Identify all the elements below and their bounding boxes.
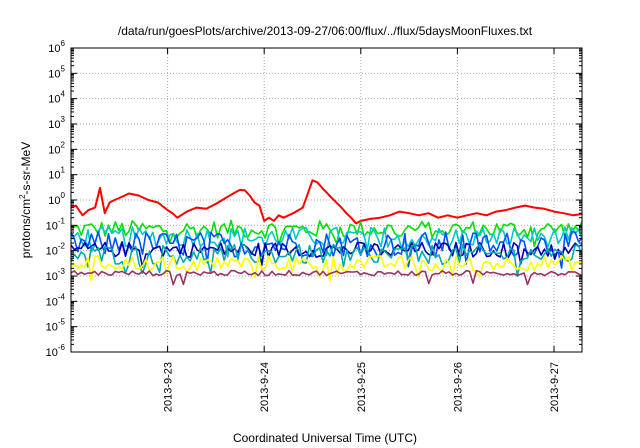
y-tick-label: 10-2 (46, 242, 66, 258)
chart-title: /data/run/goesPlots/archive/2013-09-27/0… (118, 24, 533, 38)
x-tick-label: 2013-9-25 (356, 362, 368, 412)
y-tick-label: 102 (48, 140, 65, 156)
series-line-4 (70, 241, 583, 268)
x-tick-label: 2013-9-24 (259, 362, 271, 412)
y-tick-label: 105 (48, 64, 65, 80)
y-axis-label: protons/cm2-s-sr-MeV (18, 142, 33, 258)
y-tick-label: 10-1 (46, 216, 66, 232)
series-line-5 (70, 243, 583, 277)
x-tick-label: 2013-9-23 (163, 362, 175, 412)
series-line-1 (70, 219, 583, 248)
y-tick-label: 10-3 (46, 267, 66, 283)
y-tick-label: 10-6 (46, 343, 66, 359)
y-tick-label: 106 (48, 39, 65, 55)
y-tick-label: 100 (48, 191, 65, 207)
x-axis-ticks: 2013-9-23 2013-9-24 2013-9-25 2013-9-26 2013… (163, 48, 561, 412)
y-tick-label: 10-5 (46, 318, 66, 334)
y-tick-label: 104 (48, 90, 65, 106)
series-group (70, 179, 583, 286)
y-tick-label: 10-4 (46, 292, 66, 308)
y-axis-ticks: 10-6 10-5 10-4 10-3 10-2 10-1 100 101 102 103 104 1… (46, 39, 582, 359)
y-tick-label: 101 (48, 166, 65, 182)
series-line-6 (70, 255, 583, 282)
x-tick-label: 2013-9-27 (549, 362, 561, 412)
y-tick-label: 103 (48, 115, 65, 131)
x-tick-label: 2013-9-26 (452, 362, 464, 412)
x-axis-label: Coordinated Universal Time (UTC) (233, 431, 417, 445)
series-line-0 (70, 179, 583, 225)
series-line-7 (70, 269, 583, 286)
